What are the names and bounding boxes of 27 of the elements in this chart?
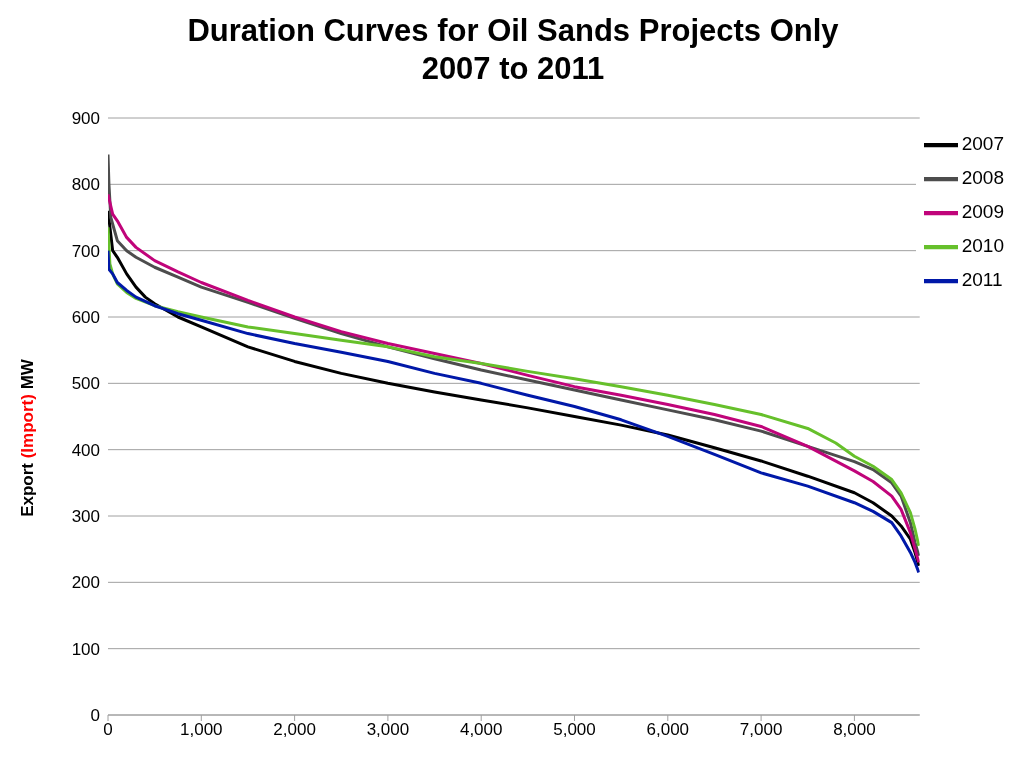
x-tick-label: 8,000 [833,720,876,740]
x-tick-label: 7,000 [739,720,783,740]
y-axis-title: Export (Import) MW [18,359,37,517]
x-tick-label: 4,000 [459,720,503,740]
y-tick-label: 500 [71,374,100,394]
chart-subtitle: 2007 to 2011 [420,50,606,88]
y-tick-label: 200 [71,573,100,593]
chart-title: Duration Curves for Oil Sands Projects Only [186,12,840,50]
legend-label: 2009 [961,201,1004,223]
x-tick-label: 5,000 [553,720,596,740]
x-tick-label: 0 [103,720,113,740]
legend-label: 2008 [961,167,1004,189]
x-tick-label: 1,000 [180,720,223,740]
y-tick-label: 400 [71,440,100,460]
y-tick-label: 700 [71,241,100,261]
legend-label: 2007 [961,133,1004,155]
y-tick-label: 900 [71,109,100,129]
x-tick-label: 3,000 [366,720,410,740]
y-tick-label: 600 [71,308,100,328]
legend-label: 2010 [961,235,1004,257]
y-tick-label: 300 [71,507,100,527]
legend-label: 2011 [961,269,1003,291]
y-tick-label: 800 [71,175,100,195]
x-tick-label: 6,000 [646,720,690,740]
x-tick-label: 2,000 [273,720,316,740]
y-tick-label: 100 [71,639,100,659]
y-tick-label: 0 [90,706,100,726]
